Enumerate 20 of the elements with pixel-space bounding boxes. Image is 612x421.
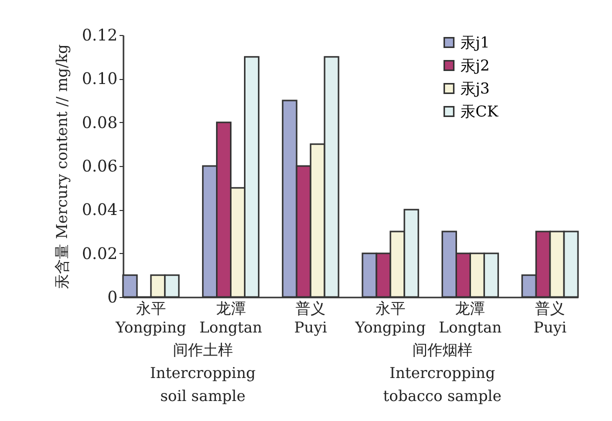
y-tick-label: 0.10 [82,69,118,88]
text: 间作烟样 Intercropping tobacco sample [383,341,502,405]
text: 间作土样 Intercropping soil sample [150,341,256,405]
y-tick-label: 0.06 [82,156,118,176]
y-tick-label: 0.04 [82,200,118,220]
y-tick-label: 0.02 [82,244,118,263]
legend-label: 汞CK [460,102,499,120]
y-tick-label: 0.12 [82,26,118,44]
legend-label: 汞j1 [460,34,490,52]
legend-label: 汞j2 [460,56,490,74]
y-tick-label: 0.08 [82,112,118,132]
y-tick-label: 0 [107,288,118,306]
x-tick-label: 普义 Puyi [294,300,328,336]
legend-label: 汞j3 [460,80,490,98]
x-tick-label: 普义 Puyi [534,300,567,336]
x-tick-label: 永平 Yongping [354,300,426,336]
x-tick-label: 永平 Yongping [114,300,187,336]
x-tick-label: 龙潭 Longtan [199,300,263,336]
x-tick-label: 龙潭 Longtan [438,300,502,336]
y-axis-title: 汞含量 Mercury content // mg/kg [52,44,71,289]
